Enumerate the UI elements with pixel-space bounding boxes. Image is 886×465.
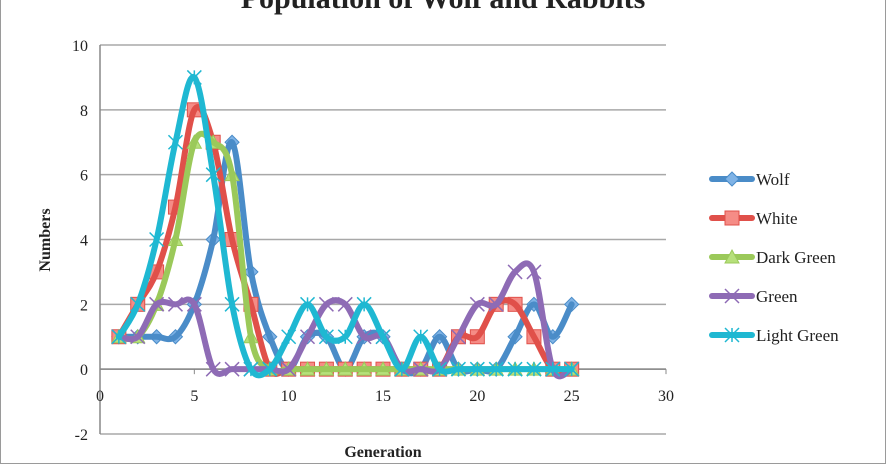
y-tick-label: -2 xyxy=(75,427,88,444)
x-tick-label: 25 xyxy=(564,388,580,405)
y-tick-label: 10 xyxy=(72,38,88,55)
x-tick-label: 5 xyxy=(190,388,198,405)
y-tick-label: 6 xyxy=(80,168,88,185)
legend-marker xyxy=(724,288,740,304)
legend-marker xyxy=(724,327,740,343)
legend-marker xyxy=(724,210,740,226)
series-light-green xyxy=(111,69,580,379)
x-tick-label: 10 xyxy=(281,388,297,405)
legend-label: Green xyxy=(756,287,798,306)
chart-title: Population of Wolf and Rabbits xyxy=(241,0,646,15)
series-line xyxy=(115,74,575,379)
x-axis-label: Generation xyxy=(344,444,421,461)
series-line xyxy=(115,260,575,380)
legend-label: Wolf xyxy=(756,170,790,189)
x-tick-label: 15 xyxy=(375,388,391,405)
x-tick-label: 0 xyxy=(96,388,104,405)
legend-marker xyxy=(724,171,740,187)
y-tick-label: 2 xyxy=(80,297,88,314)
legend-marker xyxy=(724,248,740,264)
y-tick-label: 8 xyxy=(80,103,88,120)
y-tick-label: 0 xyxy=(80,362,88,379)
legend-label: White xyxy=(756,209,798,228)
y-axis-label: Numbers xyxy=(37,208,54,271)
legend-label: Light Green xyxy=(756,326,839,345)
x-tick-label: 30 xyxy=(658,388,674,405)
series-green xyxy=(111,260,580,380)
legend-label: Dark Green xyxy=(756,248,836,267)
x-tick-label: 20 xyxy=(469,388,485,405)
y-tick-label: 4 xyxy=(80,233,88,250)
